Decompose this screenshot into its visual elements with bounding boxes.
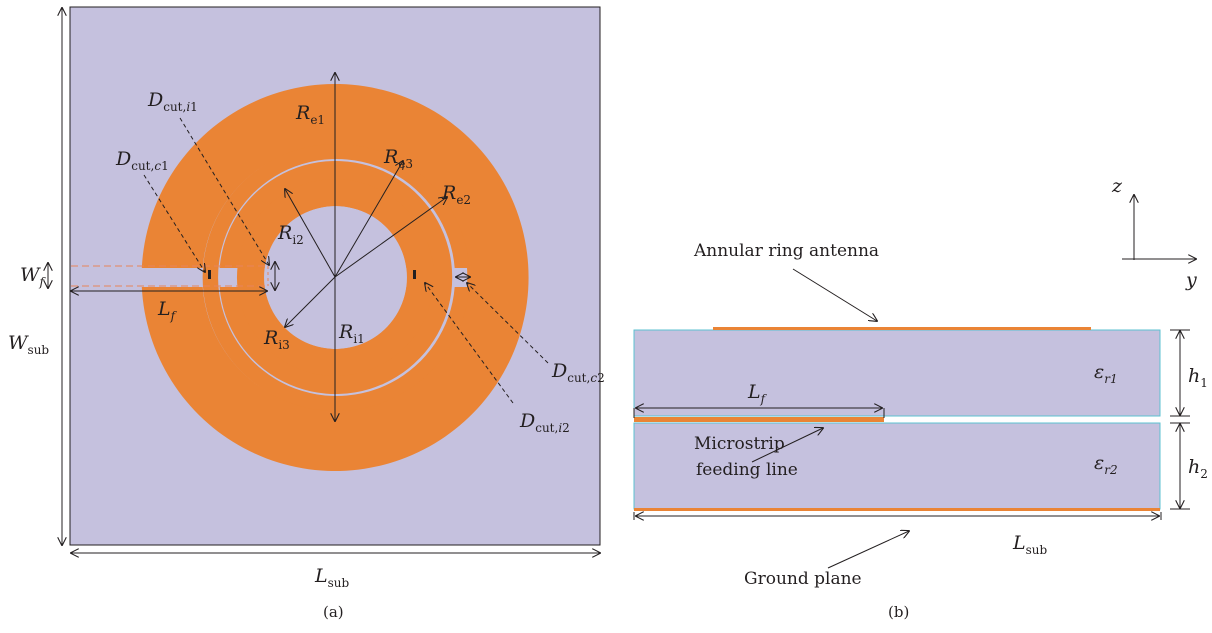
label-lsub: Lsub — [314, 565, 350, 590]
substrate-layer-2 — [633, 422, 1161, 510]
gap-mark-c2 — [413, 270, 416, 279]
label-ri2: Ri2 — [277, 222, 304, 247]
label-re1: Re1 — [295, 102, 325, 127]
panel-b-side-view: Annular ring antenna Microstrip feeding … — [633, 175, 1208, 621]
label-feeding-line: feeding line — [696, 460, 798, 480]
label-ri3: Ri3 — [263, 327, 290, 352]
label-er2: εr2 — [1094, 452, 1118, 477]
label-lf-side: Lf — [747, 381, 768, 406]
label-lf: Lf — [157, 298, 178, 323]
label-re2: Re2 — [441, 182, 471, 207]
label-re3: Re3 — [383, 146, 413, 171]
label-dcut-i1: Dcut,i1 — [147, 89, 198, 114]
label-dcut-i2: Dcut,i2 — [519, 410, 570, 435]
annular-ring-patch — [713, 327, 1091, 330]
outer-ring — [141, 83, 529, 471]
label-wf: Wf — [20, 264, 47, 289]
label-dcut-c1: Dcut,c1 — [115, 148, 169, 173]
label-h2: h2 — [1188, 456, 1208, 481]
substrate-layer-1 — [633, 329, 1161, 417]
caption-a: (a) — [323, 603, 344, 621]
label-annular-ring: Annular ring antenna — [693, 241, 879, 261]
ground-plane — [634, 508, 1160, 511]
label-h1: h1 — [1188, 365, 1208, 390]
label-ri1: Ri1 — [338, 321, 365, 346]
microstrip-feed — [634, 417, 884, 422]
label-er1: εr1 — [1094, 361, 1118, 386]
gap-mark-c1 — [208, 270, 211, 279]
axis-label-y: y — [1185, 269, 1197, 291]
caption-b: (b) — [888, 603, 909, 621]
axis-label-z: z — [1111, 175, 1123, 197]
label-microstrip: Microstrip — [694, 434, 785, 454]
label-wsub: Wsub — [8, 332, 49, 357]
label-lsub-side: Lsub — [1012, 532, 1048, 557]
label-dcut-c2: Dcut,c2 — [551, 360, 605, 385]
panel-a-top-view: Re1 Re3 Re2 Ri2 Ri1 Ri3 Dcut,i1 Dcut,c1 … — [8, 6, 605, 621]
label-ground-plane: Ground plane — [744, 569, 862, 589]
